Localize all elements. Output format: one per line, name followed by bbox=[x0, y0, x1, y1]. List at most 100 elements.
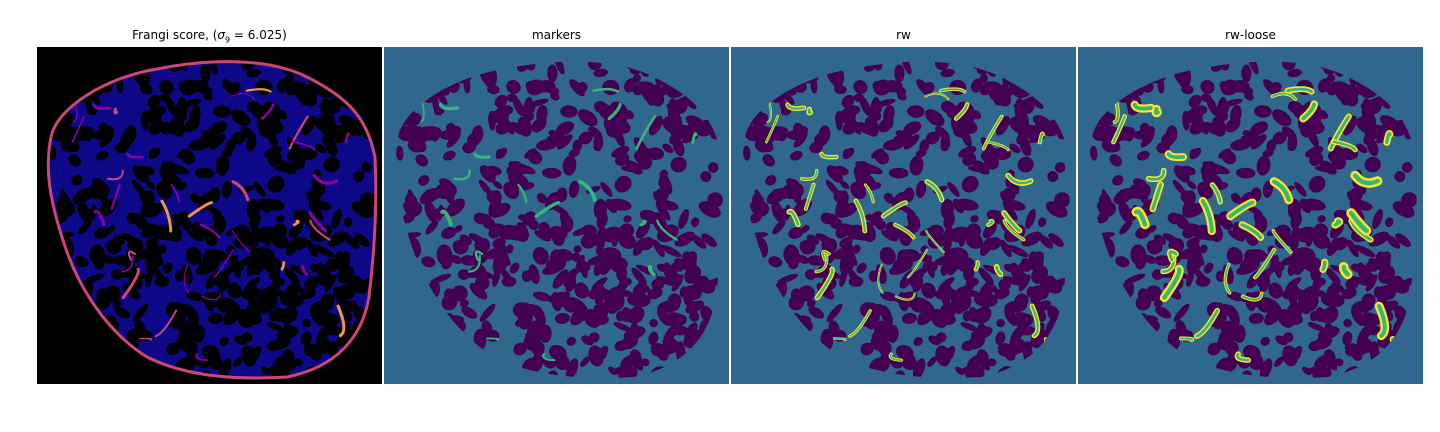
texture-blob bbox=[150, 110, 162, 124]
rw-loose-stroke-inner bbox=[1228, 200, 1255, 219]
texture-blob bbox=[970, 78, 984, 93]
texture-blob bbox=[1250, 121, 1269, 136]
texture-blob bbox=[320, 293, 335, 308]
texture-blob bbox=[1003, 263, 1015, 273]
texture-blob bbox=[978, 267, 994, 286]
texture-blob bbox=[446, 132, 461, 148]
texture-blob bbox=[1195, 276, 1211, 287]
texture-blob bbox=[700, 171, 712, 182]
panel-title-rw-loose: rw-loose bbox=[1225, 28, 1276, 42]
texture-blob bbox=[1032, 99, 1044, 109]
texture-blob bbox=[1236, 263, 1258, 275]
texture-blob bbox=[215, 218, 224, 231]
texture-blob bbox=[1272, 131, 1287, 145]
texture-blob bbox=[844, 110, 856, 124]
texture-blob bbox=[107, 224, 116, 233]
texture-blob bbox=[68, 154, 81, 167]
texture-blob bbox=[872, 335, 888, 351]
texture-blob bbox=[1186, 237, 1200, 249]
vessel-stroke bbox=[121, 267, 140, 300]
texture-blob bbox=[1016, 132, 1029, 145]
texture-blob bbox=[267, 175, 285, 193]
texture-blob bbox=[667, 110, 682, 129]
texture-blob bbox=[1220, 79, 1239, 96]
texture-blob bbox=[186, 354, 206, 366]
texture-blob bbox=[122, 282, 141, 300]
texture-blob bbox=[816, 282, 835, 300]
texture-blob bbox=[1187, 255, 1197, 266]
texture-blob bbox=[418, 175, 430, 186]
texture-blob bbox=[947, 182, 960, 197]
texture-blob bbox=[948, 247, 969, 262]
texture-blob bbox=[575, 255, 585, 274]
rw-stroke-inner bbox=[816, 268, 834, 299]
texture-blob bbox=[517, 214, 528, 222]
texture-blob bbox=[165, 96, 178, 117]
texture-blob bbox=[231, 131, 246, 145]
texture-blob bbox=[1136, 150, 1150, 161]
texture-blob bbox=[512, 96, 525, 117]
texture-blob bbox=[56, 127, 72, 142]
texture-blob bbox=[253, 182, 266, 197]
texture-blob bbox=[1007, 244, 1029, 258]
texture-blob bbox=[897, 204, 916, 216]
texture-blob bbox=[1034, 121, 1047, 134]
texture-blob bbox=[613, 322, 631, 332]
texture-blob bbox=[1286, 233, 1299, 249]
texture-blob bbox=[205, 352, 223, 371]
texture-blob bbox=[60, 189, 69, 206]
texture-blob bbox=[1230, 192, 1241, 204]
texture-blob bbox=[1329, 155, 1340, 163]
texture-blob bbox=[208, 254, 223, 265]
texture-blob bbox=[1135, 256, 1147, 270]
texture-blob bbox=[649, 318, 658, 328]
texture-blob bbox=[647, 287, 663, 300]
rw-stroke-inner bbox=[907, 249, 928, 278]
texture-blob bbox=[1361, 272, 1375, 283]
texture-blob bbox=[648, 331, 659, 346]
texture-blob bbox=[1294, 351, 1301, 360]
texture-blob bbox=[655, 276, 677, 286]
texture-blob bbox=[994, 287, 1010, 300]
texture-blob bbox=[1140, 132, 1155, 148]
texture-blob bbox=[241, 345, 257, 367]
texture-blob bbox=[344, 217, 353, 228]
texture-blob bbox=[493, 255, 503, 266]
rw-stroke-inner bbox=[983, 115, 1003, 150]
texture-blob bbox=[1189, 120, 1206, 135]
texture-blob bbox=[1256, 155, 1271, 176]
texture-blob bbox=[139, 223, 159, 231]
texture-blob bbox=[431, 127, 441, 142]
texture-blob bbox=[1025, 209, 1036, 229]
texture-blob bbox=[145, 180, 156, 190]
texture-blob bbox=[1287, 68, 1302, 78]
rw-loose-stroke-inner bbox=[1153, 107, 1160, 115]
texture-blob bbox=[629, 349, 642, 365]
texture-blob bbox=[1248, 312, 1264, 324]
rw-stroke-inner bbox=[889, 353, 903, 361]
texture-blob bbox=[1282, 345, 1298, 367]
texture-blob bbox=[526, 79, 545, 96]
texture-blob bbox=[1197, 181, 1214, 200]
texture-blob bbox=[509, 262, 520, 274]
vessel-stroke bbox=[92, 103, 112, 111]
texture-blob bbox=[961, 341, 975, 352]
texture-blob bbox=[266, 322, 284, 332]
texture-blob bbox=[915, 180, 927, 198]
rw-stroke-inner bbox=[765, 115, 779, 143]
vessel-stroke bbox=[113, 107, 119, 115]
vessel-stroke bbox=[187, 201, 213, 218]
markers-image bbox=[384, 47, 729, 384]
texture-blob bbox=[1002, 276, 1024, 286]
texture-blob bbox=[921, 282, 936, 299]
texture-blob bbox=[279, 292, 304, 308]
texture-blob bbox=[1320, 367, 1332, 378]
texture-blob bbox=[1283, 334, 1294, 342]
texture-blob bbox=[1047, 171, 1059, 182]
texture-blob bbox=[1351, 307, 1365, 326]
texture-blob bbox=[562, 155, 577, 176]
texture-blob bbox=[631, 267, 647, 286]
marker-stroke bbox=[467, 254, 481, 273]
texture-blob bbox=[1401, 162, 1413, 173]
texture-blob bbox=[879, 247, 896, 265]
